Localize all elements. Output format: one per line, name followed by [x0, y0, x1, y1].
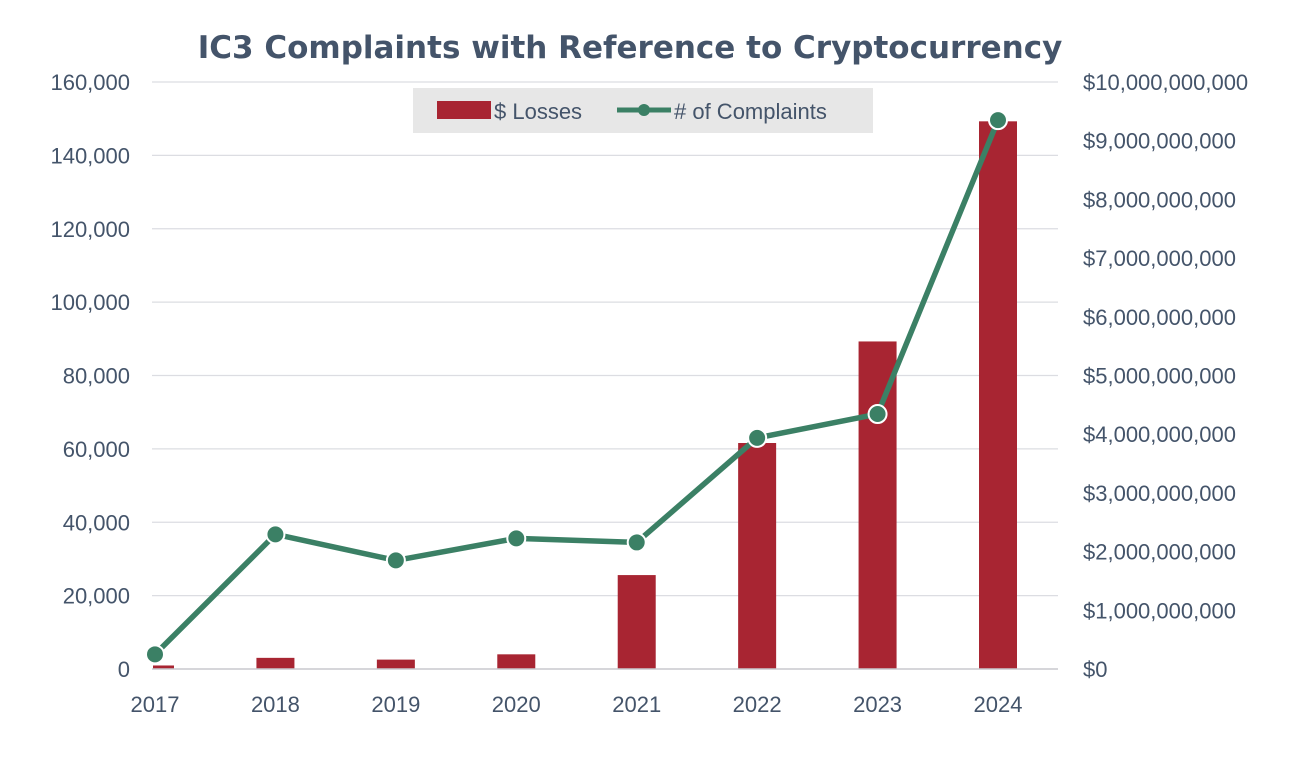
left-tick-label: 20,000 [63, 584, 130, 609]
x-tick-label: 2020 [492, 692, 541, 717]
x-tick-label: 2019 [371, 692, 420, 717]
right-tick-label: $6,000,000,000 [1083, 305, 1236, 330]
right-tick-label: $1,000,000,000 [1083, 598, 1236, 623]
right-tick-label: $5,000,000,000 [1083, 364, 1236, 389]
right-tick-label: $10,000,000,000 [1083, 70, 1248, 95]
left-tick-label: 80,000 [63, 364, 130, 389]
right-tick-label: $9,000,000,000 [1083, 129, 1236, 154]
complaints-point [385, 550, 406, 571]
x-tick-label: 2021 [612, 692, 661, 717]
x-tick-label: 2022 [733, 692, 782, 717]
left-axis: 0 20,000 40,000 60,000 80,000 100,000 120,000 1… [50, 70, 130, 682]
complaints-point [867, 404, 888, 425]
complaints-line [152, 117, 1001, 658]
complaints-point [145, 644, 165, 665]
x-tick-label: 2024 [974, 692, 1023, 717]
complaints-point [626, 532, 647, 553]
legend-marker-complaints [638, 104, 650, 116]
legend-label-complaints: # of Complaints [674, 99, 827, 124]
chart-title: IC3 Complaints with Reference to Cryptoc… [198, 30, 1063, 66]
right-tick-label: $0 [1083, 657, 1107, 682]
losses-bar [738, 443, 777, 669]
left-tick-label: 40,000 [63, 510, 130, 535]
complaints-line-series [145, 110, 1008, 665]
legend-swatch-losses [437, 101, 491, 119]
losses-bar [979, 121, 1017, 670]
complaints-point [506, 528, 527, 549]
losses-bar [376, 659, 415, 669]
x-tick-label: 2023 [853, 692, 902, 717]
left-tick-label: 0 [118, 657, 130, 682]
left-tick-label: 120,000 [50, 217, 130, 242]
complaints-point [265, 524, 286, 545]
losses-bar [153, 665, 174, 669]
right-tick-label: $8,000,000,000 [1083, 187, 1236, 212]
losses-bar [256, 657, 295, 669]
losses-bar [858, 341, 897, 669]
losses-bar [617, 575, 656, 669]
left-tick-label: 160,000 [50, 70, 130, 95]
left-tick-label: 140,000 [50, 143, 130, 168]
x-tick-label: 2017 [131, 692, 180, 717]
gridlines [152, 81, 1058, 597]
right-tick-label: $4,000,000,000 [1083, 422, 1236, 447]
losses-bars [153, 121, 1017, 670]
left-tick-label: 100,000 [50, 290, 130, 315]
x-axis: 2017 2018 2019 2020 2021 2022 2023 2024 [131, 692, 1023, 717]
losses-bar [497, 654, 536, 669]
left-tick-label: 60,000 [63, 437, 130, 462]
complaints-point [988, 110, 1008, 131]
legend: $ Losses # of Complaints [413, 88, 873, 133]
right-axis: $0 $1,000,000,000 $2,000,000,000 $3,000,000… [1083, 70, 1248, 682]
right-tick-label: $7,000,000,000 [1083, 246, 1236, 271]
x-tick-label: 2018 [251, 692, 300, 717]
right-tick-label: $2,000,000,000 [1083, 540, 1236, 565]
legend-label-losses: $ Losses [494, 99, 582, 124]
right-tick-label: $3,000,000,000 [1083, 481, 1236, 506]
complaints-point [747, 427, 768, 448]
